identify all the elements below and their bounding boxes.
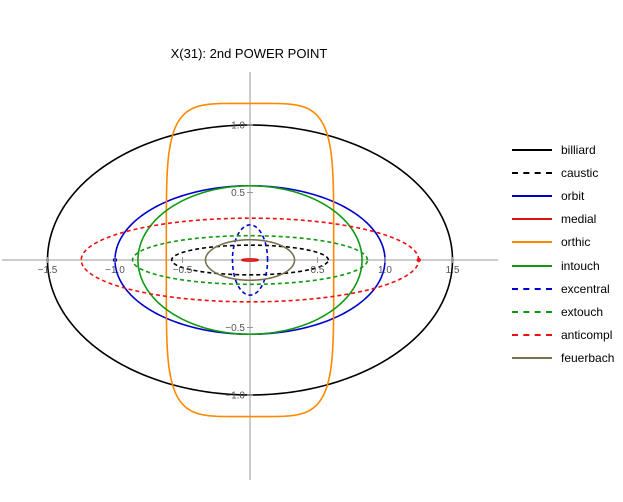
legend-swatch [512,353,552,363]
x-tick-label: 1.0 [378,265,392,276]
x-tick-label: −1.0 [105,265,125,276]
series-orthic [165,102,335,418]
legend-swatch [512,330,552,340]
series-feuerbach [204,238,296,282]
x-tick-label: −1.5 [38,265,58,276]
x-tick-label: −0.5 [173,265,193,276]
legend-swatch [512,284,552,294]
x-tick-label: 0.5 [311,265,325,276]
series-caustic [170,244,330,276]
legend-item-anticompl: anticompl [512,324,620,347]
legend-label: intouch [561,258,600,273]
legend-swatch [512,168,552,178]
legend-item-billiard: billiard [512,138,620,161]
legend-item-feuerbach: feuerbach [512,347,620,370]
legend-swatch [512,214,552,224]
legend-label: anticompl [561,328,613,343]
y-tick-label: 0.5 [231,188,245,199]
legend-swatch [512,145,552,155]
series-intouch [137,184,363,336]
legend-swatch [512,261,552,271]
legend-item-excentral: excentral [512,277,620,300]
legend-item-medial: medial [512,208,620,231]
legend-item-intouch: intouch [512,254,620,277]
y-tick-label: −0.5 [225,323,245,334]
legend-label: excentral [561,281,610,296]
legend-item-orthic: orthic [512,231,620,254]
legend-label: billiard [561,142,596,157]
series-medial [241,258,259,262]
legend-label: orthic [561,235,591,250]
legend-label: orbit [561,188,585,203]
legend-label: extouch [561,304,604,319]
legend-item-orbit: orbit [512,184,620,207]
x-tick-label: 1.5 [446,265,460,276]
y-tick-label: 1.0 [231,121,245,132]
series-excentral [231,224,269,296]
legend-item-extouch: extouch [512,300,620,323]
legend-label: caustic [561,165,599,180]
legend-label: feuerbach [561,351,615,366]
legend-swatch [512,191,552,201]
anticompl-vertex-point [416,257,421,263]
chart-axes [2,72,498,480]
legend: billiard caustic orbit medial orthic intouch e… [512,138,620,370]
legend-swatch [512,237,552,247]
chart-ticks: −1.5 −1.0 −0.5 0.5 1.0 1.5 1.0 0.5 −0.5 −1.0 [38,121,460,402]
chart-title: X(31): 2nd POWER POINT [171,46,328,61]
y-tick-label: −1.0 [225,391,245,402]
legend-swatch [512,307,552,317]
series-extouch [131,234,369,286]
legend-item-caustic: caustic [512,161,620,184]
legend-label: medial [561,212,597,227]
